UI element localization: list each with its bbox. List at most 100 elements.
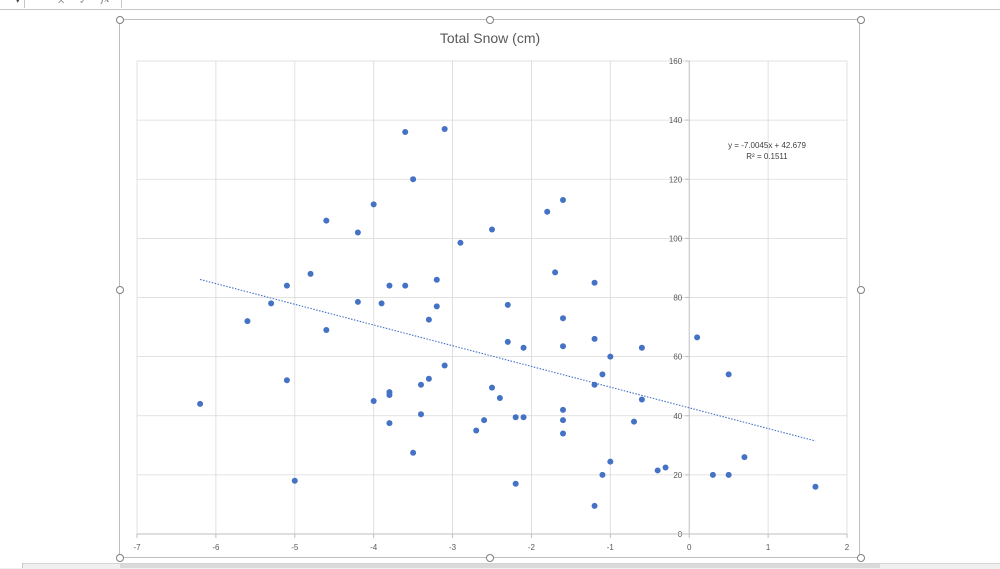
data-point[interactable] xyxy=(599,371,606,378)
sheet-tab-area[interactable] xyxy=(0,563,23,568)
data-point[interactable] xyxy=(354,229,361,236)
data-point[interactable] xyxy=(425,316,432,323)
linear-trendline[interactable] xyxy=(199,278,816,442)
scrollbar-thumb[interactable] xyxy=(120,564,880,568)
data-point[interactable] xyxy=(591,381,598,388)
chart-title[interactable]: Total Snow (cm) xyxy=(440,30,540,46)
data-point[interactable] xyxy=(489,384,495,391)
data-point[interactable] xyxy=(418,411,424,418)
data-point[interactable] xyxy=(504,338,511,345)
data-point[interactable] xyxy=(441,362,448,369)
data-point[interactable] xyxy=(631,418,637,425)
data-point[interactable] xyxy=(709,471,716,478)
data-point[interactable] xyxy=(481,417,488,424)
data-point[interactable] xyxy=(441,125,448,132)
data-point[interactable] xyxy=(544,208,551,215)
data-point[interactable] xyxy=(378,300,385,307)
enter-icon[interactable]: ✓ xyxy=(79,0,88,7)
data-point[interactable] xyxy=(599,471,606,478)
data-series[interactable] xyxy=(197,125,819,509)
y-tick-label: 120 xyxy=(669,175,683,184)
data-point[interactable] xyxy=(654,467,661,474)
data-point[interactable] xyxy=(560,196,566,203)
gridlines xyxy=(136,60,848,534)
data-point[interactable] xyxy=(283,377,290,384)
data-point[interactable] xyxy=(402,128,409,135)
data-point[interactable] xyxy=(433,303,440,310)
resize-handle-left[interactable] xyxy=(116,286,124,294)
cancel-icon[interactable]: ✕ xyxy=(57,0,66,7)
data-point[interactable] xyxy=(741,454,748,461)
y-tick-label: 100 xyxy=(669,234,683,243)
data-point[interactable] xyxy=(812,483,819,490)
data-point[interactable] xyxy=(560,315,566,322)
data-point[interactable] xyxy=(552,269,559,276)
data-point[interactable] xyxy=(560,417,566,424)
data-point[interactable] xyxy=(725,371,732,378)
resize-handle-bottom[interactable] xyxy=(486,554,494,562)
function-icon[interactable]: fx xyxy=(101,0,110,5)
data-point[interactable] xyxy=(607,353,614,360)
data-point[interactable] xyxy=(283,282,290,289)
data-point[interactable] xyxy=(662,464,669,471)
data-point[interactable] xyxy=(307,270,314,277)
x-tick-label: -3 xyxy=(449,543,457,552)
data-point[interactable] xyxy=(457,239,464,246)
data-point[interactable] xyxy=(370,201,377,208)
data-point[interactable] xyxy=(520,414,527,421)
data-point[interactable] xyxy=(560,406,566,413)
resize-handle-bottom-right[interactable] xyxy=(857,554,865,562)
data-point[interactable] xyxy=(560,343,566,350)
data-point[interactable] xyxy=(425,375,432,382)
data-point[interactable] xyxy=(607,458,614,465)
data-point[interactable] xyxy=(268,300,275,307)
data-point[interactable] xyxy=(418,381,424,388)
trendline-equation-label[interactable]: y = -7.0045x + 42.679 xyxy=(728,141,806,150)
chart-area[interactable]: Total Snow (cm) -7 -6 -5 -4 -3 -2 -1 0 120 20 40 60… xyxy=(119,19,860,558)
x-tick-label: -5 xyxy=(291,543,299,552)
resize-handle-right[interactable] xyxy=(857,286,865,294)
formula-input[interactable] xyxy=(121,0,1000,8)
resize-handle-top[interactable] xyxy=(486,16,494,24)
data-point[interactable] xyxy=(512,480,519,487)
trendline-layer xyxy=(199,278,816,442)
data-point[interactable] xyxy=(386,282,393,289)
data-point[interactable] xyxy=(504,301,511,308)
name-box[interactable]: ▾ xyxy=(0,0,25,8)
x-tick-label: -2 xyxy=(528,543,536,552)
data-point[interactable] xyxy=(591,279,598,286)
data-point[interactable] xyxy=(244,318,251,325)
x-tick-label: 1 xyxy=(766,543,771,552)
data-point[interactable] xyxy=(638,344,645,351)
data-point[interactable] xyxy=(560,430,566,437)
data-point[interactable] xyxy=(370,397,377,404)
data-point[interactable] xyxy=(291,477,298,484)
trendline-r2-label[interactable]: R² = 0.1511 xyxy=(746,152,788,161)
y-tick-label: 160 xyxy=(669,57,683,66)
resize-handle-top-right[interactable] xyxy=(857,16,865,24)
data-point[interactable] xyxy=(694,334,701,341)
data-point[interactable] xyxy=(725,471,732,478)
data-point[interactable] xyxy=(354,298,361,305)
data-point[interactable] xyxy=(473,427,480,434)
data-point[interactable] xyxy=(386,420,393,427)
data-point[interactable] xyxy=(410,449,417,456)
resize-handle-bottom-left[interactable] xyxy=(116,554,124,562)
data-point[interactable] xyxy=(591,335,598,342)
data-point[interactable] xyxy=(433,276,440,283)
data-point[interactable] xyxy=(520,344,527,351)
chevron-down-icon[interactable]: ▾ xyxy=(16,0,20,5)
data-point[interactable] xyxy=(591,502,598,509)
data-point[interactable] xyxy=(323,217,330,224)
data-point[interactable] xyxy=(386,392,393,399)
x-tick-label: -4 xyxy=(370,543,378,552)
data-point[interactable] xyxy=(402,282,409,289)
data-point[interactable] xyxy=(197,400,204,407)
data-point[interactable] xyxy=(638,396,645,403)
data-point[interactable] xyxy=(410,176,417,183)
resize-handle-top-left[interactable] xyxy=(116,16,124,24)
data-point[interactable] xyxy=(323,327,330,334)
data-point[interactable] xyxy=(512,414,519,421)
data-point[interactable] xyxy=(496,395,503,402)
data-point[interactable] xyxy=(489,226,495,233)
